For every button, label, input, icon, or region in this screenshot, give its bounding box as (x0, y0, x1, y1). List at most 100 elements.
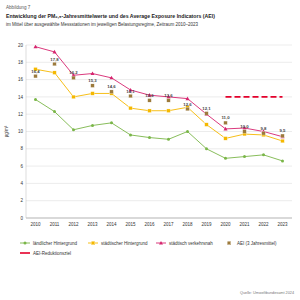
data-point (129, 133, 132, 136)
grid-line (26, 62, 292, 63)
x-tick-label: 2016 (144, 222, 155, 227)
data-point (34, 45, 38, 48)
data-point (281, 159, 284, 162)
data-point (262, 131, 266, 135)
x-tick-label: 2010 (30, 222, 41, 227)
grid-line (26, 45, 292, 46)
data-point (281, 135, 285, 139)
data-point (34, 98, 37, 101)
x-tick-label: 2023 (277, 222, 288, 227)
data-point (186, 130, 189, 133)
grid-line (26, 131, 292, 132)
background (0, 0, 300, 300)
y-tick-label: 8 (20, 146, 23, 151)
grid-line (26, 96, 292, 97)
data-label: 13,6 (164, 93, 173, 98)
data-point (224, 157, 227, 160)
data-point (205, 123, 209, 127)
legend-marker (91, 241, 95, 245)
data-point (91, 92, 95, 96)
x-tick-label: 2019 (201, 222, 212, 227)
data-point (53, 62, 57, 66)
data-point (224, 137, 228, 141)
x-tick-label: 2013 (87, 222, 98, 227)
x-tick-label: 2011 (50, 222, 60, 227)
legend-marker (159, 241, 163, 245)
figure-label: Abbildung 7 (6, 5, 31, 10)
y-tick-label: 0 (20, 216, 23, 221)
x-tick-label: 2014 (106, 222, 117, 227)
legend-label: ländlicher Hintergrund (33, 241, 78, 246)
data-point (53, 110, 56, 113)
legend-swatch (20, 243, 30, 244)
y-axis-label: µg/m³ (4, 125, 9, 137)
data-point (281, 134, 285, 138)
grid-line (26, 166, 292, 167)
data-label: 16,2 (69, 70, 78, 75)
data-point (205, 112, 209, 116)
x-tick-label: 2021 (239, 222, 250, 227)
plot-area (34, 45, 285, 162)
data-point (243, 130, 247, 134)
data-point (110, 90, 114, 94)
data-point (205, 147, 208, 150)
x-axis (26, 218, 292, 219)
data-label: 17,8 (50, 57, 59, 62)
data-labels: 16,417,816,215,314,614,113,613,612,612,1… (31, 57, 286, 134)
series-line (36, 47, 283, 137)
legend-label: städtischer Hintergrund (101, 241, 148, 246)
data-point (91, 124, 94, 127)
legend-label: AEI (3 Jahresmittel) (237, 241, 277, 246)
series-line (226, 96, 283, 98)
data-point (72, 128, 75, 131)
data-label: 9,5 (280, 128, 287, 133)
series-line (36, 99, 283, 160)
data-point (72, 95, 76, 99)
data-point (53, 50, 57, 54)
data-point (129, 94, 133, 98)
x-tick-label: 2020 (220, 222, 231, 227)
grid-line (26, 183, 292, 184)
legend-swatch (20, 252, 30, 254)
data-point (167, 109, 171, 113)
data-point (110, 121, 113, 124)
x-tick-label: 2015 (125, 222, 136, 227)
y-tick-label: 18 (18, 60, 24, 65)
data-point (186, 97, 190, 101)
x-tick-label: 2018 (182, 222, 193, 227)
data-point (148, 136, 151, 139)
y-tick-label: 4 (20, 181, 23, 186)
legend: ländlicher Hintergrund städtischer Hinter… (20, 241, 277, 256)
data-label: 14,6 (107, 84, 116, 89)
data-point (53, 71, 57, 75)
data-label: 16,4 (31, 69, 40, 74)
data-point (262, 153, 265, 156)
data-point (34, 74, 38, 78)
data-label: 14,1 (126, 89, 135, 94)
data-point (91, 84, 95, 88)
data-point (205, 112, 209, 116)
data-point (148, 99, 152, 103)
data-point (243, 155, 246, 158)
data-point (186, 107, 190, 111)
data-label: 10,0 (240, 124, 249, 129)
series-line (36, 69, 283, 141)
grid-line (26, 200, 292, 201)
data-point (224, 121, 228, 125)
data-point (167, 138, 170, 141)
data-label: 12,1 (202, 106, 211, 111)
y-tick-label: 2 (20, 198, 23, 203)
grid-line (26, 218, 292, 219)
subtitle: im Mittel über ausgewählte Messstationen… (6, 22, 199, 27)
legend-label: AEI-Reduktionsziel (33, 251, 71, 256)
legend-marker (24, 242, 27, 245)
data-point (129, 106, 133, 110)
data-label: 13,6 (145, 93, 154, 98)
y-axis (26, 45, 27, 218)
y-tick-label: 16 (18, 77, 24, 82)
data-label: 15,3 (88, 78, 97, 83)
y-tick-label: 20 (18, 43, 24, 48)
data-point (224, 127, 228, 131)
grid-line (26, 148, 292, 149)
data-point (281, 139, 285, 143)
